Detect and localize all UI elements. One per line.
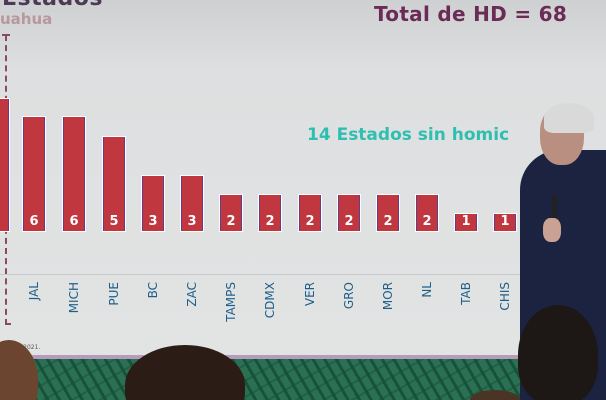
- bar-value-label: 1: [500, 214, 510, 229]
- bar-value-label: 3: [148, 214, 158, 229]
- bar-value-label: 2: [383, 214, 393, 229]
- speaker-hair: [544, 103, 594, 133]
- x-tick-label: ZAC: [185, 282, 199, 307]
- bar-nl: 2: [415, 194, 439, 232]
- speaker-hand: [543, 218, 561, 242]
- bar-value-label: 1: [461, 214, 471, 229]
- x-axis-line: [0, 274, 530, 275]
- x-tick-label: MICH: [67, 282, 81, 314]
- bar-value-label: 2: [344, 214, 354, 229]
- bar-value-label: 5: [109, 214, 119, 229]
- bar-mich: 6: [62, 116, 86, 232]
- bar-tab: 1: [454, 213, 478, 232]
- x-tick-label: MOR: [381, 282, 395, 311]
- bar-cdmx: 2: [258, 194, 282, 232]
- bar-partial: [0, 98, 10, 232]
- bar-value-label: 2: [265, 214, 275, 229]
- x-tick-label: TAMPS: [224, 282, 238, 322]
- bar-value-label: 3: [187, 214, 197, 229]
- x-tick-label: NL: [420, 282, 434, 298]
- bar-chis: 1: [493, 213, 517, 232]
- stage-banner-pattern: [0, 359, 606, 400]
- microphone-icon: [552, 195, 557, 225]
- bar-value-label: 6: [29, 214, 39, 229]
- states-without-annotation: 14 Estados sin homic: [307, 125, 510, 145]
- bar-zac: 3: [180, 175, 204, 232]
- bar-value-label: 2: [226, 214, 236, 229]
- bar-value-label: 2: [305, 214, 315, 229]
- audience-head: [470, 390, 520, 400]
- highlight-frame-cap: [5, 323, 11, 325]
- x-tick-label: JAL: [27, 282, 41, 301]
- x-tick-label: VER: [303, 282, 317, 307]
- slide-subtitle: uahua: [0, 10, 53, 28]
- x-tick-label: CHIS: [498, 282, 512, 311]
- bar-pue: 5: [102, 136, 126, 232]
- total-label: Total de HD = 68: [374, 2, 568, 26]
- bar-gro: 2: [337, 194, 361, 232]
- x-tick-label: CDMX: [263, 282, 277, 319]
- bar-ver: 2: [298, 194, 322, 232]
- bar-jal: 6: [22, 116, 46, 232]
- bar-bc: 3: [141, 175, 165, 232]
- slide-title: Estados: [2, 0, 103, 11]
- bar-value-label: 6: [69, 214, 79, 229]
- bar-value-label: 2: [422, 214, 432, 229]
- x-tick-label: TAB: [459, 282, 473, 305]
- bar-mor: 2: [376, 194, 400, 232]
- audience-head: [518, 305, 598, 400]
- screen-border: [0, 355, 606, 359]
- x-tick-label: BC: [146, 282, 160, 299]
- x-tick-label: GRO: [342, 282, 356, 310]
- presentation-screen: Estados uahua Total de HD = 68 14 Estado…: [0, 0, 606, 358]
- x-tick-label: PUE: [107, 282, 121, 306]
- bar-tamps: 2: [219, 194, 243, 232]
